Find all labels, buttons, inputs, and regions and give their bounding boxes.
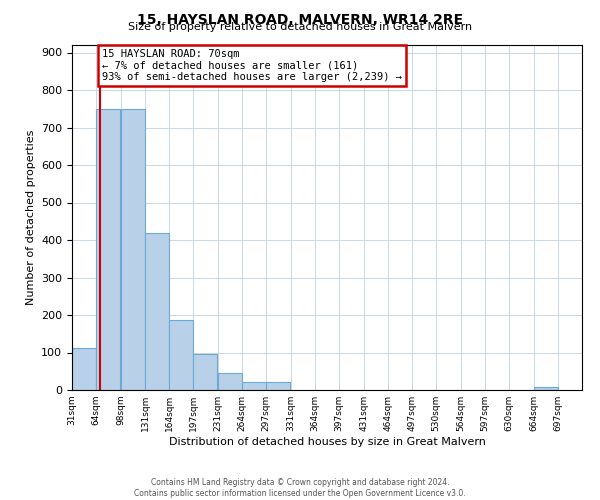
Bar	[72, 348, 96, 390]
Bar	[193, 354, 217, 390]
Bar	[169, 320, 193, 390]
Bar	[218, 373, 242, 390]
Bar	[96, 109, 120, 390]
Bar	[534, 387, 558, 390]
Bar	[266, 382, 290, 390]
Text: Contains HM Land Registry data © Crown copyright and database right 2024.
Contai: Contains HM Land Registry data © Crown c…	[134, 478, 466, 498]
Y-axis label: Number of detached properties: Number of detached properties	[26, 130, 35, 305]
Text: 15, HAYSLAN ROAD, MALVERN, WR14 2RE: 15, HAYSLAN ROAD, MALVERN, WR14 2RE	[137, 12, 463, 26]
Bar	[121, 109, 145, 390]
X-axis label: Distribution of detached houses by size in Great Malvern: Distribution of detached houses by size …	[169, 437, 485, 447]
Text: Size of property relative to detached houses in Great Malvern: Size of property relative to detached ho…	[128, 22, 472, 32]
Bar	[145, 232, 169, 390]
Text: 15 HAYSLAN ROAD: 70sqm
← 7% of detached houses are smaller (161)
93% of semi-det: 15 HAYSLAN ROAD: 70sqm ← 7% of detached …	[102, 49, 402, 82]
Bar	[242, 382, 266, 390]
